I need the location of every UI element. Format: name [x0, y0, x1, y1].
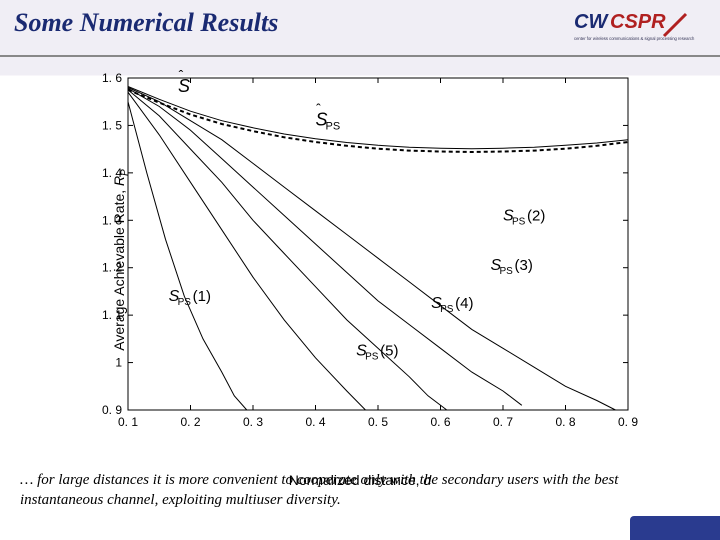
title-underline [0, 55, 720, 57]
caption-text: … for large distances it is more conveni… [20, 470, 700, 511]
y-tick-label: 1 [115, 356, 122, 370]
slide-root: Some Numerical Results CW CSPR center fo… [0, 0, 720, 540]
svg-text:PS: PS [512, 216, 526, 227]
x-tick-label: 0. 1 [118, 415, 138, 429]
x-tick-label: 0. 4 [305, 415, 325, 429]
footer-accent [630, 516, 720, 540]
svg-text:(4): (4) [455, 295, 473, 312]
logo-cw: CW [574, 11, 609, 33]
svg-text:(2): (2) [527, 207, 545, 224]
logo-cspr: CSPR [610, 11, 666, 33]
svg-text:ˆ: ˆ [316, 100, 321, 116]
svg-text:PS: PS [365, 351, 379, 362]
svg-text:ˆ: ˆ [179, 70, 184, 83]
svg-text:PS: PS [178, 297, 192, 308]
chart-svg: 0. 1 0. 2 0. 3 0. 4 0. 5 0. 6 0. 7 0. 8 0. 9 0. 9… [80, 70, 640, 450]
svg-text:(5): (5) [380, 342, 398, 359]
svg-text:PS: PS [326, 120, 341, 132]
x-tick-label: 0. 9 [618, 415, 638, 429]
y-axis-label: Average Achievable Rate, RP [111, 169, 131, 350]
logo-tagline: center for wireless communications & sig… [574, 36, 695, 41]
chart-container: 0. 1 0. 2 0. 3 0. 4 0. 5 0. 6 0. 7 0. 8 0. 9 0. 9… [80, 70, 640, 450]
y-tick-label: 1. 6 [102, 71, 122, 85]
x-tick-label: 0. 6 [430, 415, 450, 429]
logo: CW CSPR center for wireless communicatio… [574, 8, 704, 48]
svg-text:PS: PS [500, 266, 514, 277]
svg-text:PS: PS [440, 304, 454, 315]
slide-title: Some Numerical Results [14, 8, 278, 38]
x-tick-label: 0. 5 [368, 415, 388, 429]
y-tick-label: 1. 5 [102, 118, 122, 132]
svg-text:(3): (3) [515, 257, 533, 274]
y-tick-label: 0. 9 [102, 403, 122, 417]
svg-text:(1): (1) [193, 288, 211, 305]
x-tick-label: 0. 8 [555, 415, 575, 429]
x-tick-label: 0. 3 [243, 415, 263, 429]
annot-S-hat: Sˆ [178, 70, 190, 96]
x-tick-label: 0. 7 [493, 415, 513, 429]
x-tick-label: 0. 2 [180, 415, 200, 429]
